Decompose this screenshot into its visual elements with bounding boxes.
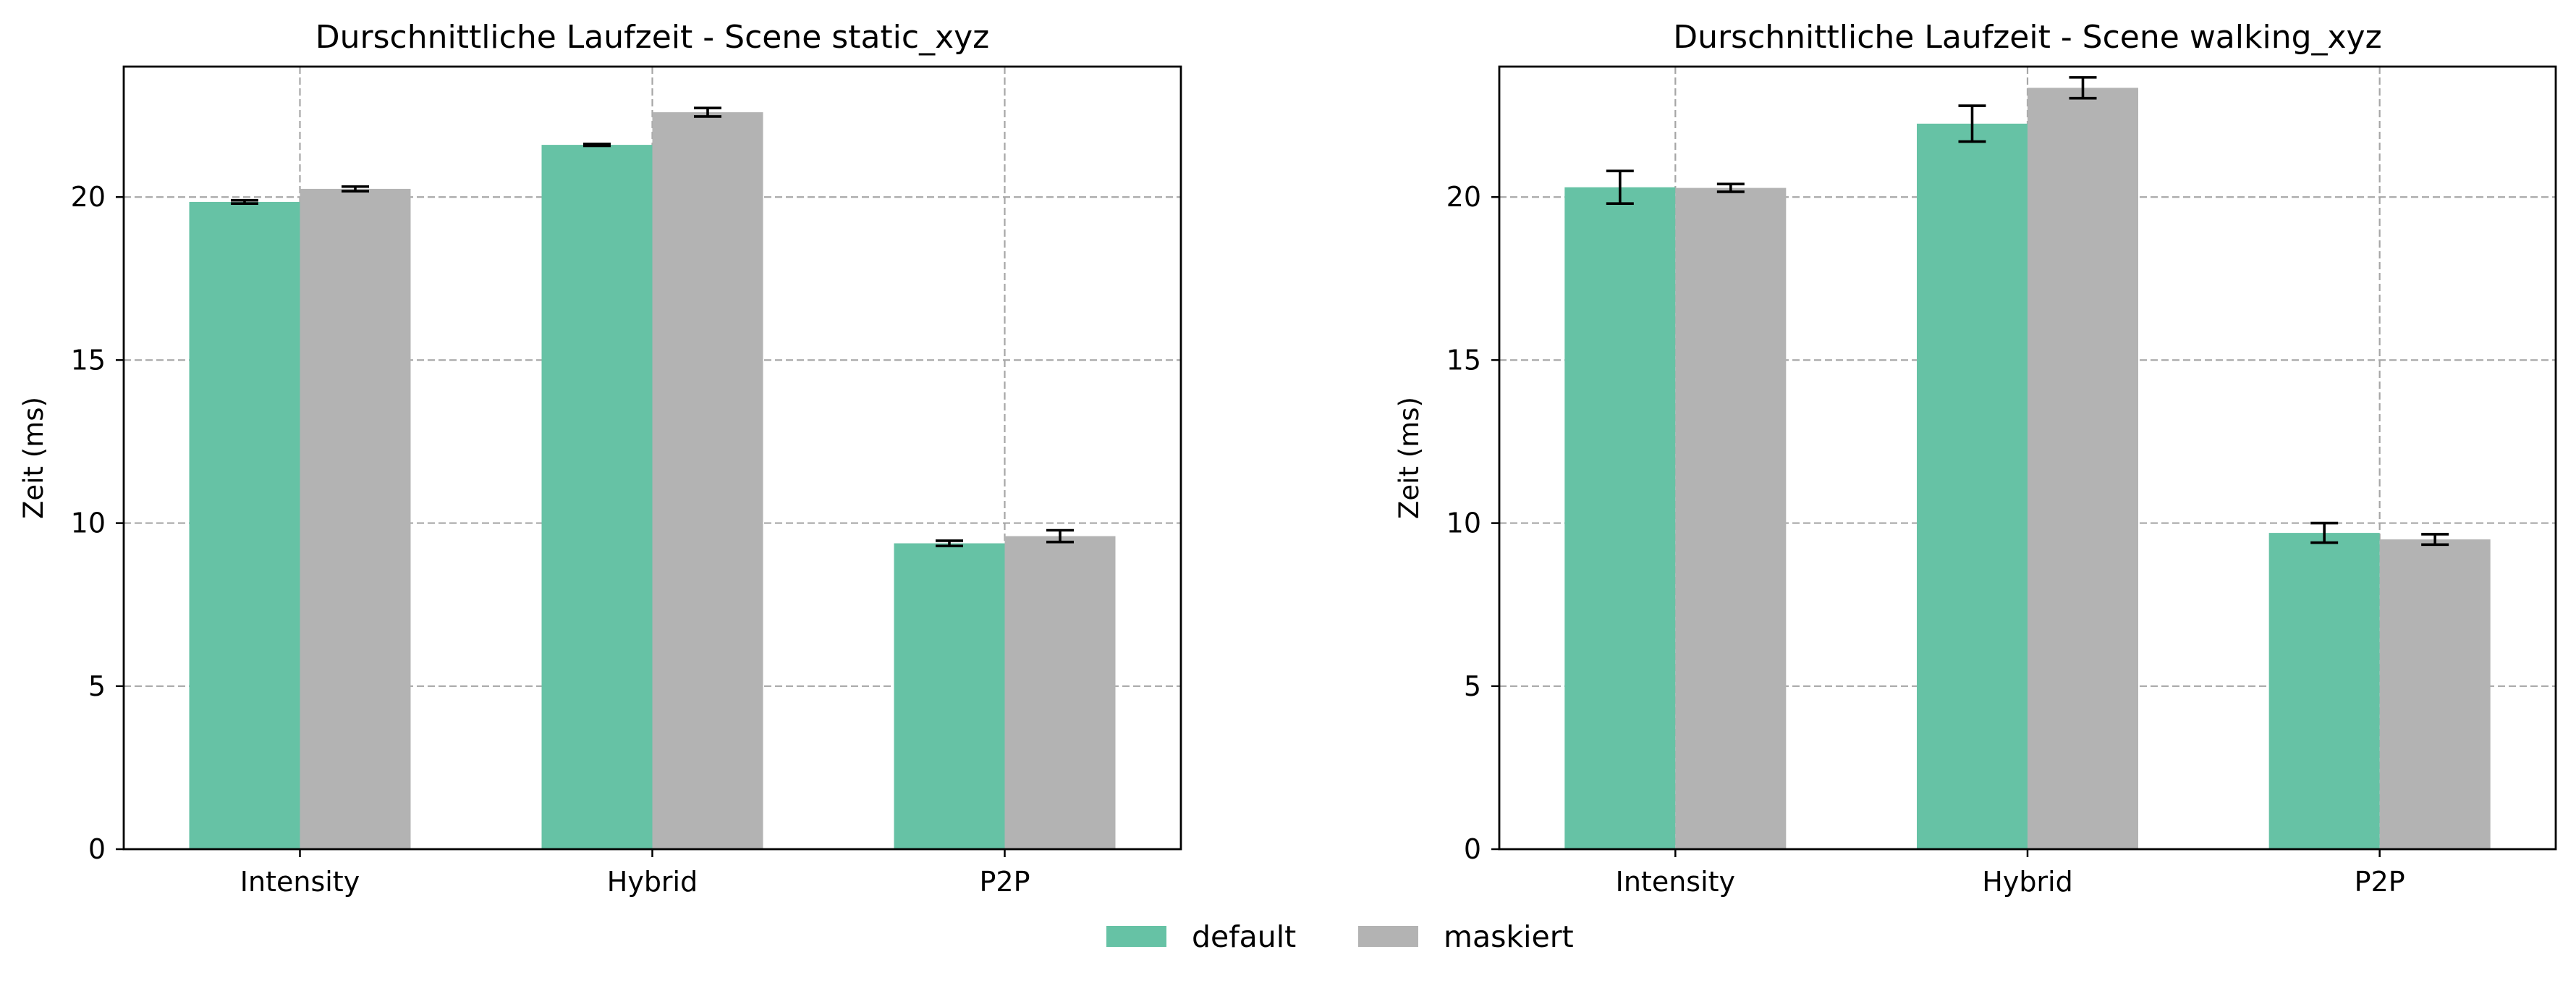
y-axis-label: Zeit (ms) xyxy=(18,397,49,519)
y-tick-label: 0 xyxy=(88,833,106,865)
y-axis-label: Zeit (ms) xyxy=(1394,397,1425,519)
x-tick-label: P2P xyxy=(979,866,1030,898)
x-tick-label: Intensity xyxy=(1616,866,1735,898)
y-tick-label: 10 xyxy=(71,507,106,539)
bar-maskiert-p2p xyxy=(2379,539,2491,849)
bar-maskiert-intensity xyxy=(300,188,411,849)
chart-1: 0 5 10 15 20 Intensity Hybrid P2P Durschnittlich… xyxy=(18,19,1182,898)
error-bar-maskiert-hybrid xyxy=(2069,76,2097,100)
legend-label-maskiert: maskiert xyxy=(1444,919,1574,954)
chart-2: 0 5 10 15 20 Intensity Hybrid P2P Durschnittlich… xyxy=(1394,19,2557,898)
legend-swatch-maskiert xyxy=(1358,926,1418,947)
y-tick-label: 0 xyxy=(1464,833,1481,865)
error-bar-default-p2p xyxy=(936,539,963,547)
y-tick-label: 20 xyxy=(71,181,106,213)
y-tick-label: 20 xyxy=(1446,181,1481,213)
legend-swatch-default xyxy=(1106,926,1166,947)
error-bar-default-hybrid xyxy=(583,142,611,148)
x-tick-label: Hybrid xyxy=(607,866,698,898)
error-bar-default-hybrid xyxy=(1958,104,1986,143)
chart-title: Durschnittliche Laufzeit - Scene walking… xyxy=(1673,19,2381,56)
legend: default maskiert xyxy=(1106,919,1574,954)
error-bar-default-intensity xyxy=(1606,169,1634,205)
error-bar-maskiert-p2p xyxy=(1046,528,1074,544)
error-bar-default-p2p xyxy=(2310,521,2339,544)
y-tick-label: 10 xyxy=(1446,507,1481,539)
bar-default-intensity xyxy=(1564,187,1676,849)
bar-default-intensity xyxy=(189,201,300,849)
chart-title: Durschnittliche Laufzeit - Scene static_… xyxy=(315,19,990,56)
x-tick-label: Intensity xyxy=(240,866,360,898)
error-bar-default-intensity xyxy=(231,198,258,205)
y-tick-label: 5 xyxy=(1464,670,1481,702)
x-tick-label: Hybrid xyxy=(1982,866,2073,898)
y-tick-label: 5 xyxy=(88,670,106,702)
y-tick-label: 15 xyxy=(1446,344,1481,376)
bar-maskiert-hybrid xyxy=(652,112,763,849)
bar-default-hybrid xyxy=(1917,123,2028,849)
y-tick-label: 15 xyxy=(71,344,106,376)
bar-default-p2p xyxy=(894,543,1005,849)
error-bar-maskiert-p2p xyxy=(2421,533,2449,547)
error-bar-maskiert-intensity xyxy=(342,185,369,193)
bar-maskiert-p2p xyxy=(1004,536,1116,849)
error-bar-maskiert-intensity xyxy=(1716,182,1745,193)
bar-maskiert-hybrid xyxy=(2028,88,2138,849)
x-tick-label: P2P xyxy=(2355,866,2405,898)
bar-default-hybrid xyxy=(541,145,653,850)
bar-default-p2p xyxy=(2268,533,2380,849)
legend-label-default: default xyxy=(1192,919,1296,954)
error-bar-maskiert-hybrid xyxy=(694,106,721,118)
bar-maskiert-intensity xyxy=(1675,187,1787,849)
